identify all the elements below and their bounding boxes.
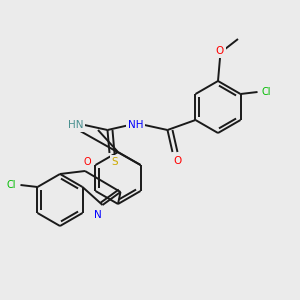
Text: O: O <box>216 46 224 56</box>
Text: HN: HN <box>68 120 83 130</box>
Text: Cl: Cl <box>262 87 271 97</box>
Text: NH: NH <box>128 120 143 130</box>
Text: S: S <box>111 157 118 167</box>
Text: N: N <box>94 210 101 220</box>
Text: O: O <box>173 156 181 166</box>
Text: Cl: Cl <box>7 180 16 190</box>
Text: O: O <box>83 157 91 167</box>
